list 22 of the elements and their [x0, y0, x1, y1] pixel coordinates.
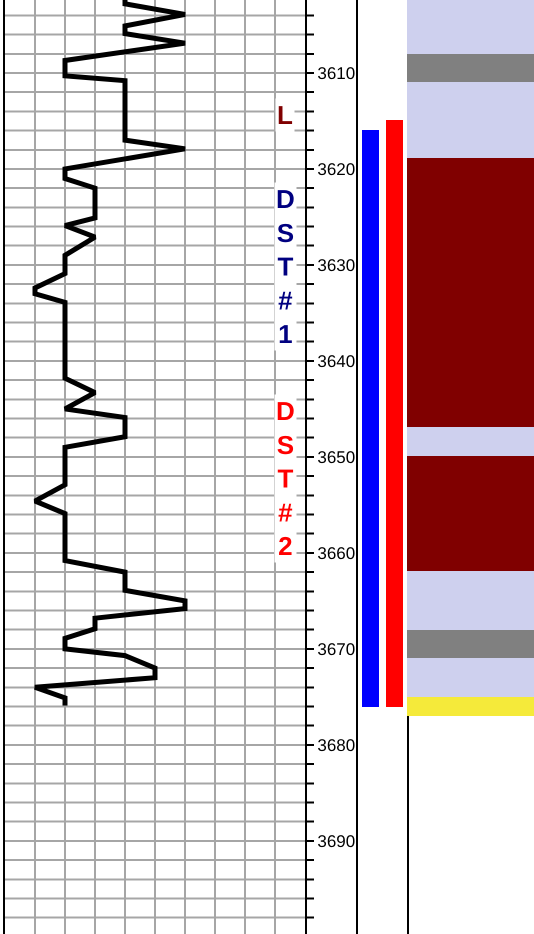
bar	[407, 456, 534, 571]
bar	[407, 630, 534, 658]
y-tick-label: 3620	[317, 160, 356, 179]
annotation: DST #1	[276, 184, 295, 350]
bar	[407, 158, 534, 427]
y-tick-label: 3690	[317, 832, 356, 851]
y-tick-label: 3640	[317, 352, 356, 371]
y-tick-label: 3610	[317, 64, 356, 83]
bar	[407, 697, 534, 716]
y-tick-label: 3630	[317, 256, 356, 275]
bar	[407, 82, 534, 158]
y-tick-label: 3670	[317, 640, 356, 659]
bar	[407, 427, 534, 456]
y-tick-label: 3660	[317, 544, 356, 563]
y-tick-label: 3650	[317, 448, 356, 467]
y-tick-label: 3680	[317, 736, 356, 755]
bar	[407, 571, 534, 630]
bar	[407, 658, 534, 697]
bar	[407, 54, 534, 82]
annotation: L	[277, 100, 293, 130]
annotation: DST #2	[276, 396, 295, 562]
bar	[407, 0, 534, 54]
